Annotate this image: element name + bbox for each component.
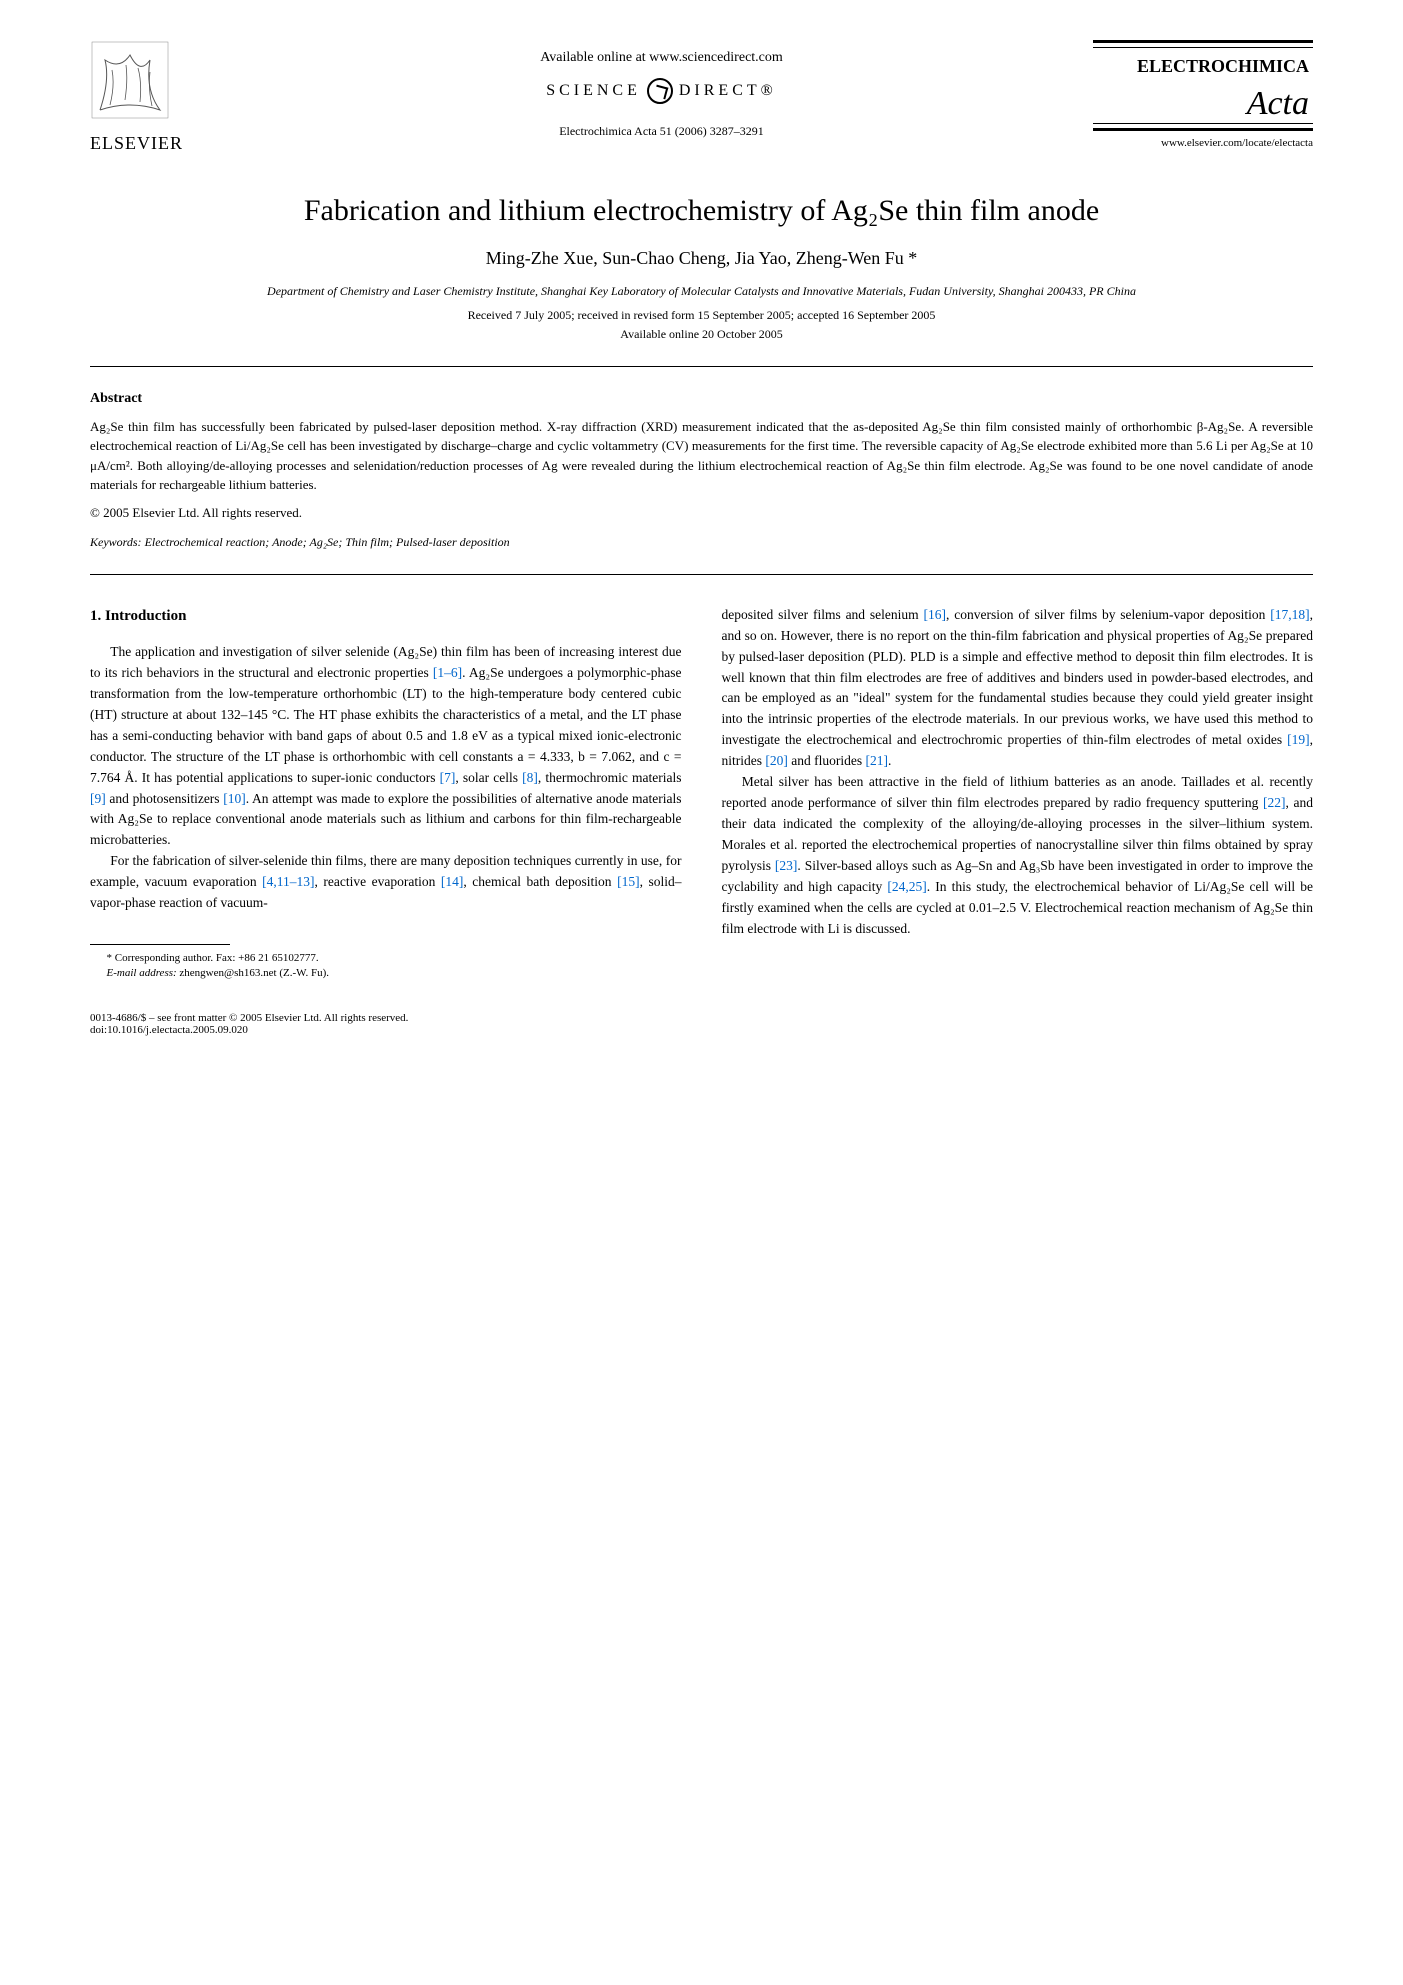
ref-link[interactable]: [20] [765,753,788,768]
ref-link[interactable]: [7] [440,770,456,785]
footnote-email: E-mail address: zhengwen@sh163.net (Z.-W… [90,966,682,981]
publisher-block: ELSEVIER [90,40,230,154]
journal-rule-thin [1093,47,1313,48]
ref-link[interactable]: [4,11–13] [262,874,314,889]
ref-link[interactable]: [23] [775,858,798,873]
divider-top [90,366,1313,367]
ref-link[interactable]: [15] [617,874,640,889]
footnote-rule [90,944,230,945]
ref-link[interactable]: [8] [522,770,538,785]
center-header: Available online at www.sciencedirect.co… [230,40,1093,139]
elsevier-logo [90,40,170,120]
dates-received: Received 7 July 2005; received in revise… [90,308,1313,323]
science-label-left: SCIENCE [546,82,641,100]
ref-link[interactable]: [19] [1287,732,1310,747]
footnote-corresponding: * Corresponding author. Fax: +86 21 6510… [90,951,682,966]
left-column: 1. Introduction The application and inve… [90,605,682,982]
ref-link[interactable]: [1–6] [433,665,462,680]
dates-online: Available online 20 October 2005 [90,327,1313,342]
divider-bottom [90,574,1313,575]
journal-block: ELECTROCHIMICA Acta www.elsevier.com/loc… [1093,40,1313,149]
footer: 0013-4686/$ – see front matter © 2005 El… [90,1012,1313,1036]
keywords-label: Keywords: [90,535,142,549]
journal-rule-top [1093,40,1313,43]
intro-para-1: The application and investigation of sil… [90,642,682,851]
publisher-name: ELSEVIER [90,133,230,154]
abstract-heading: Abstract [90,391,1313,407]
affiliation: Department of Chemistry and Laser Chemis… [90,283,1313,300]
ref-link[interactable]: [17,18] [1270,607,1309,622]
abstract-copyright: © 2005 Elsevier Ltd. All rights reserved… [90,505,1313,521]
ref-link[interactable]: [22] [1263,795,1286,810]
intro-para-3: Metal silver has been attractive in the … [722,772,1314,939]
article-title: Fabrication and lithium electrochemistry… [90,194,1313,228]
abstract-text: Ag₂Se thin film has successfully been fa… [90,417,1313,495]
journal-reference: Electrochimica Acta 51 (2006) 3287–3291 [230,124,1093,139]
ref-link[interactable]: [24,25] [887,879,926,894]
ref-link[interactable]: [21] [865,753,888,768]
footer-line2: doi:10.1016/j.electacta.2005.09.020 [90,1024,1313,1036]
science-direct-logo: SCIENCE DIRECT® [230,78,1093,104]
right-column: deposited silver films and selenium [16]… [722,605,1314,982]
journal-acta: Acta [1093,85,1309,123]
intro-para-2: For the fabrication of silver-selenide t… [90,851,682,914]
ref-link[interactable]: [14] [441,874,464,889]
science-direct-icon [647,78,673,104]
footer-line1: 0013-4686/$ – see front matter © 2005 El… [90,1012,1313,1024]
journal-rule-thin2 [1093,123,1313,124]
journal-rule-bottom [1093,128,1313,131]
intro-para-2-cont: deposited silver films and selenium [16]… [722,605,1314,772]
ref-link[interactable]: [9] [90,791,106,806]
ref-link[interactable]: [16] [924,607,947,622]
authors: Ming-Zhe Xue, Sun-Chao Cheng, Jia Yao, Z… [90,248,1313,269]
journal-url: www.elsevier.com/locate/electacta [1093,137,1313,149]
email-address: zhengwen@sh163.net (Z.-W. Fu). [177,967,329,979]
section-1-heading: 1. Introduction [90,605,682,628]
body-columns: 1. Introduction The application and inve… [90,605,1313,982]
email-label: E-mail address: [107,967,177,979]
keywords-text: Electrochemical reaction; Anode; Ag₂Se; … [142,535,510,549]
journal-title: ELECTROCHIMICA [1097,56,1309,77]
header: ELSEVIER Available online at www.science… [90,40,1313,154]
ref-link[interactable]: [10] [223,791,246,806]
science-label-right: DIRECT® [679,82,777,100]
keywords: Keywords: Electrochemical reaction; Anod… [90,535,1313,550]
available-online: Available online at www.sciencedirect.co… [230,50,1093,66]
